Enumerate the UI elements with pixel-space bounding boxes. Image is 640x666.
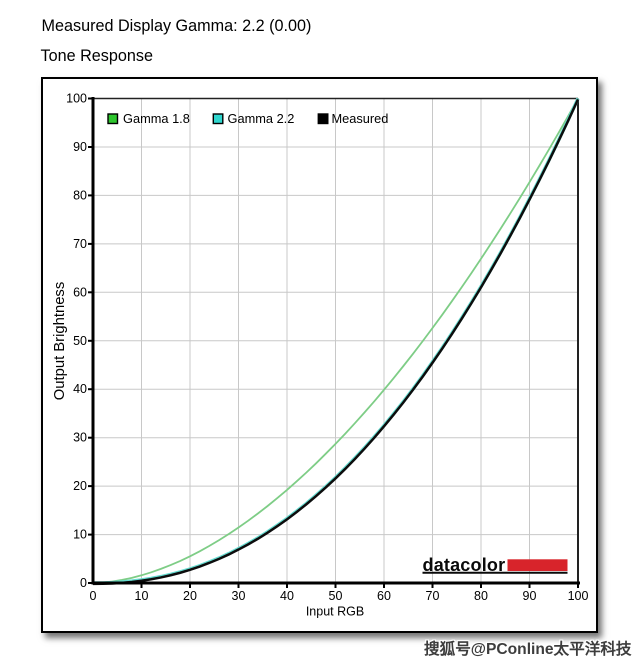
svg-text:20: 20 — [183, 589, 197, 603]
svg-text:Gamma 2.2: Gamma 2.2 — [228, 111, 295, 126]
svg-text:0: 0 — [80, 576, 87, 590]
svg-text:50: 50 — [329, 589, 343, 603]
svg-text:20: 20 — [73, 479, 87, 493]
svg-text:100: 100 — [568, 589, 589, 603]
svg-text:40: 40 — [280, 589, 294, 603]
svg-text:90: 90 — [523, 589, 537, 603]
svg-text:Output Brightness: Output Brightness — [52, 282, 68, 400]
svg-text:60: 60 — [377, 589, 391, 603]
svg-text:0: 0 — [90, 589, 97, 603]
svg-text:10: 10 — [73, 528, 87, 542]
svg-text:80: 80 — [474, 589, 488, 603]
svg-text:Gamma 1.8: Gamma 1.8 — [123, 111, 190, 126]
svg-text:60: 60 — [73, 285, 87, 299]
svg-text:datacolor: datacolor — [423, 555, 506, 575]
svg-text:30: 30 — [73, 431, 87, 445]
svg-text:50: 50 — [73, 334, 87, 348]
svg-text:80: 80 — [73, 188, 87, 202]
svg-text:100: 100 — [66, 92, 87, 106]
svg-text:10: 10 — [135, 589, 149, 603]
svg-text:30: 30 — [232, 589, 246, 603]
svg-text:70: 70 — [426, 589, 440, 603]
svg-text:40: 40 — [73, 382, 87, 396]
svg-text:Input RGB: Input RGB — [306, 605, 364, 619]
svg-text:Measured: Measured — [332, 111, 389, 126]
svg-text:70: 70 — [73, 237, 87, 251]
svg-text:90: 90 — [73, 140, 87, 154]
